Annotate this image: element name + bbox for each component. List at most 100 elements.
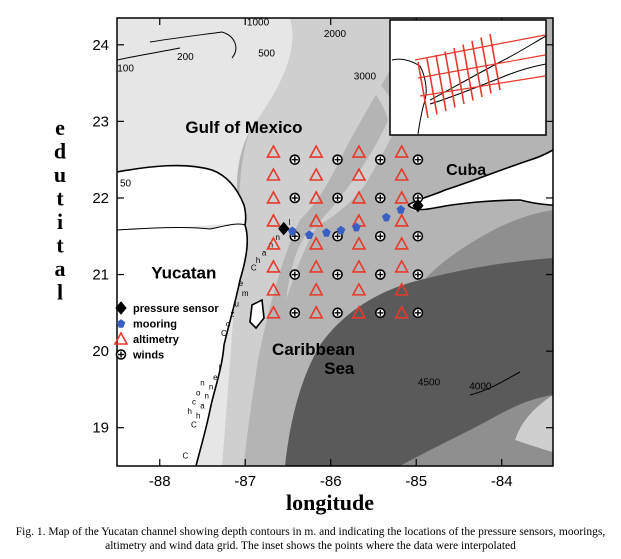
- x-tick-label: -86: [320, 473, 342, 490]
- wind-point: [375, 307, 386, 319]
- y-axis-title-letter: d: [54, 139, 66, 164]
- pressure-sensor-point: [412, 198, 424, 213]
- channel-letter: C: [221, 329, 227, 338]
- altimetry-point: [351, 259, 367, 273]
- altimetry-point: [394, 305, 410, 319]
- channel-letter: a: [200, 402, 205, 411]
- wind-point: [332, 269, 343, 280]
- altimetry-point: [308, 213, 324, 227]
- contour-label: 200: [177, 52, 194, 63]
- altimetry-point: [266, 236, 281, 250]
- wind-point: [375, 230, 386, 242]
- altimetry-point: [308, 190, 324, 204]
- figure-caption: Fig. 1. Map of the Yucatan channel showi…: [6, 525, 615, 553]
- channel-letter: e: [239, 279, 244, 288]
- inset-section-line: [489, 33, 501, 91]
- altimetry-point: [308, 236, 324, 250]
- yucatan-peninsula-land: [117, 223, 248, 466]
- legend: pressure sensor mooring altimetry winds: [113, 301, 219, 362]
- region-label-yucatan: Yucatan: [151, 263, 216, 282]
- channel-letter: m: [242, 289, 249, 298]
- altimetry-point: [266, 259, 281, 273]
- wind-point: [412, 307, 424, 319]
- pressure-sensor-point: [278, 221, 290, 236]
- wind-point: [332, 154, 343, 165]
- legend-label-mooring: mooring: [133, 319, 177, 331]
- altimetry-point: [308, 259, 324, 273]
- altimetry-point: [266, 213, 281, 227]
- mooring-point: [336, 225, 346, 235]
- altimetry-point: [266, 144, 281, 158]
- inset-section-line: [435, 54, 447, 112]
- contour-label: 1000: [247, 18, 270, 29]
- yucatan-map-figure: -88 -87 -86 -85 -84 24 23 22 21 20 19 Gulf of Mex…: [54, 17, 554, 515]
- wind-point: [289, 307, 301, 319]
- wind-point: [375, 154, 386, 165]
- legend-symbol-pressure-sensor: [115, 301, 127, 315]
- altimetry-point: [351, 190, 367, 204]
- mooring-point: [322, 228, 331, 237]
- legend-label-altimetry: altimetry: [133, 334, 180, 346]
- altimetry-point: [394, 167, 410, 181]
- wind-point: [289, 269, 301, 280]
- channel-letter: n: [269, 241, 273, 250]
- altimetry-point: [394, 190, 410, 204]
- cozumel-coastline: [249, 298, 265, 330]
- y-axis-title-letter: a: [55, 256, 66, 281]
- legend-symbol-altimetry: [113, 331, 129, 345]
- inset-section-line: [444, 51, 456, 108]
- channel-letter: l: [219, 363, 221, 372]
- contour-label: 4000: [469, 381, 492, 392]
- contour-4000: [469, 371, 521, 396]
- y-tick-label: 20: [92, 343, 109, 360]
- altimetry-point: [394, 282, 410, 296]
- altimetry-point: [394, 236, 410, 250]
- inset-cross-line: [414, 34, 546, 61]
- x-tick-label: -88: [149, 473, 171, 490]
- channel-letter: C: [191, 421, 197, 430]
- contour-label: 3000: [354, 71, 377, 82]
- altimetry-point: [394, 259, 410, 273]
- cuba-coastline: [407, 149, 553, 211]
- cozumel-island: [250, 300, 264, 328]
- wind-point: [412, 269, 424, 280]
- slope-shading: [222, 18, 395, 466]
- observation-markers: [266, 144, 424, 319]
- inset-interpolation-lines: [414, 33, 546, 119]
- y-axis-title-letter: l: [57, 280, 63, 305]
- mooring-point: [287, 226, 297, 236]
- inset-cross-line: [419, 75, 546, 97]
- legend-symbol-mooring: [116, 319, 126, 328]
- mooring-point: [352, 222, 361, 232]
- wind-point: [289, 154, 301, 165]
- inset-section-line: [471, 40, 483, 98]
- yucatan-inner-coast: [117, 223, 246, 231]
- altimetry-point: [394, 213, 410, 227]
- contour-label: 2000: [324, 29, 347, 40]
- contour-500: [221, 31, 237, 59]
- contour-label: 100: [117, 64, 134, 75]
- contour-100: [117, 47, 181, 61]
- caribbean-deepest-shading: [285, 258, 553, 466]
- altimetry-point: [266, 282, 281, 296]
- inset-section-line: [417, 61, 429, 119]
- yucatan-north-coast: [117, 165, 246, 230]
- inset-section-line: [426, 58, 438, 115]
- x-tick-label: -87: [234, 473, 256, 490]
- channel-letter: n: [200, 379, 204, 388]
- channel-letter: n: [275, 233, 279, 242]
- y-axis-title-letter: e: [55, 115, 65, 140]
- wind-point: [412, 192, 424, 204]
- caption-line-2: altimetry and wind data grid. The inset …: [105, 540, 516, 552]
- altimetry-point: [351, 144, 367, 158]
- inset-cross-line: [417, 54, 546, 79]
- map-frame: [116, 17, 554, 467]
- x-axis-title: longitude: [286, 490, 374, 515]
- channel-letter: c: [192, 398, 196, 407]
- mooring-point: [304, 230, 314, 240]
- wind-point: [412, 154, 424, 165]
- channel-letter: n: [205, 392, 209, 401]
- yucatan-coastline: [117, 164, 248, 466]
- inset-map: [389, 19, 547, 136]
